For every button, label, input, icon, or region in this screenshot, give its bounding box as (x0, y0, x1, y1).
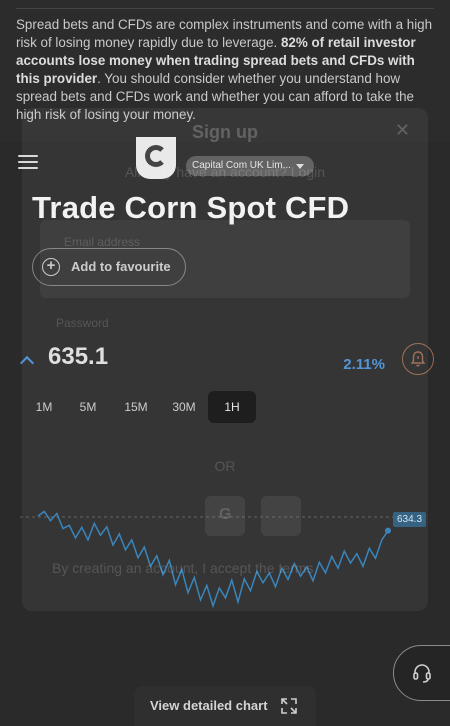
capital-com-logo[interactable] (136, 137, 176, 179)
tab-5m[interactable]: 5M (79, 400, 97, 414)
favourite-label: Add to favourite (71, 259, 171, 274)
email-label: Email address (64, 235, 141, 249)
price-alert-button[interactable] (402, 343, 434, 375)
current-price: 635.1 (48, 343, 109, 370)
google-signup-button[interactable]: G (205, 496, 245, 536)
or-divider: OR (214, 458, 236, 474)
risk-warning-bold: 82% of retail investor accounts lose mon… (16, 35, 416, 86)
support-button[interactable] (393, 645, 450, 701)
terms-text: By creating an account, I accept the ter… (52, 560, 314, 576)
price-row: 635.1 2.11% (0, 340, 450, 380)
bell-icon (410, 351, 426, 367)
view-detailed-chart-button[interactable]: View detailed chart (134, 686, 316, 726)
risk-warning-banner: Spread bets and CFDs are complex instrum… (0, 0, 450, 142)
price-change: 2.11% (343, 356, 385, 373)
expand-icon (281, 698, 297, 714)
last-price-point (385, 527, 391, 534)
tab-30m[interactable]: 30M (172, 400, 196, 414)
site-header: Capital Com UK Lim... (0, 137, 450, 182)
modal-subtitle[interactable]: Already have an account? Login (124, 164, 326, 180)
tab-1h[interactable]: 1H (208, 391, 256, 423)
headset-icon (413, 664, 431, 683)
email-field[interactable] (40, 220, 410, 298)
apple-signup-button[interactable] (261, 496, 301, 536)
modal-title: Sign up (192, 122, 258, 142)
price-chart[interactable] (0, 440, 450, 640)
tab-15m[interactable]: 15M (124, 400, 148, 414)
page-title: Trade Corn Spot CFD (32, 190, 350, 225)
divider (16, 8, 434, 9)
google-icon: G (219, 506, 232, 523)
detail-button-label: View detailed chart (150, 698, 268, 713)
menu-icon[interactable] (18, 155, 38, 173)
add-to-favourite-button[interactable]: + Add to favourite (32, 248, 186, 286)
risk-warning-text-end: . You should consider whether you unders… (16, 71, 414, 122)
entity-select[interactable]: Capital Com UK Lim... (186, 156, 314, 176)
plus-circle-icon: + (42, 258, 60, 276)
entity-select-label: Capital Com UK Lim... (192, 160, 291, 171)
close-icon[interactable]: ✕ (394, 120, 410, 140)
last-price-tag: 634.3 (393, 512, 427, 527)
password-label: Password (56, 316, 109, 330)
signup-modal: Sign up ✕ Already have an account? Login… (22, 108, 428, 611)
risk-warning-text: Spread bets and CFDs are complex instrum… (16, 17, 433, 50)
tab-1m[interactable]: 1M (35, 400, 53, 414)
caret-down-icon (296, 164, 304, 169)
price-series-line (37, 510, 389, 609)
